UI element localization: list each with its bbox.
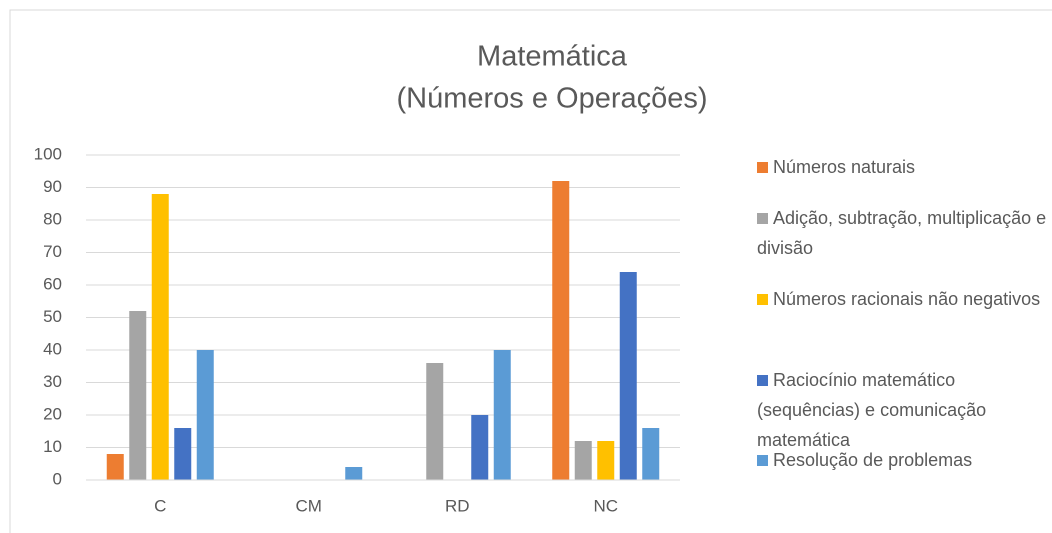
y-tick-label: 0 [53, 469, 62, 488]
y-tick-label: 30 [43, 372, 62, 391]
bar [151, 194, 169, 480]
y-tick-label: 40 [43, 339, 62, 358]
legend-swatch [757, 162, 768, 173]
chart-title: (Números e Operações) [396, 83, 707, 115]
y-tick-label: 80 [43, 209, 62, 228]
y-tick-label: 90 [43, 177, 62, 196]
legend-item: Números racionais não negativos [757, 284, 1047, 314]
bar [129, 311, 147, 480]
bar [552, 181, 570, 480]
y-tick-label: 70 [43, 242, 62, 261]
bar [426, 363, 444, 480]
legend-swatch [757, 455, 768, 466]
bar [619, 272, 637, 480]
legend-item: Adição, subtração, multiplicação e divis… [757, 203, 1047, 263]
y-tick-label: 10 [43, 437, 62, 456]
legend-swatch [757, 294, 768, 305]
legend-item: Raciocínio matemático (sequências) e com… [757, 365, 1047, 455]
legend-swatch [757, 375, 768, 386]
bar [642, 428, 660, 480]
bar [597, 441, 615, 480]
bar [574, 441, 592, 480]
bar [174, 428, 192, 480]
legend-label: Raciocínio matemático (sequências) e com… [757, 370, 987, 450]
chart-border [9, 9, 1052, 533]
legend-swatch [757, 213, 768, 224]
y-tick-label: 50 [43, 307, 62, 326]
bar [106, 454, 124, 480]
legend-item: Números naturais [757, 152, 1047, 182]
bar [471, 415, 489, 480]
bar [345, 467, 363, 480]
legend-label: Números racionais não negativos [773, 289, 1041, 309]
bar [196, 350, 214, 480]
legend-label: Resolução de problemas [773, 450, 973, 470]
x-tick-label: CM [296, 496, 322, 515]
legend-label: Adição, subtração, multiplicação e divis… [757, 208, 1047, 258]
legend-label: Números naturais [773, 157, 916, 177]
chart-title: Matemática [477, 41, 628, 73]
legend-item: Resolução de problemas [757, 445, 1047, 475]
x-tick-label: C [154, 496, 166, 515]
x-tick-label: NC [593, 496, 618, 515]
y-tick-label: 20 [43, 404, 62, 423]
bar [493, 350, 511, 480]
y-tick-label: 60 [43, 274, 62, 293]
x-tick-label: RD [445, 496, 470, 515]
y-tick-label: 100 [34, 144, 62, 163]
